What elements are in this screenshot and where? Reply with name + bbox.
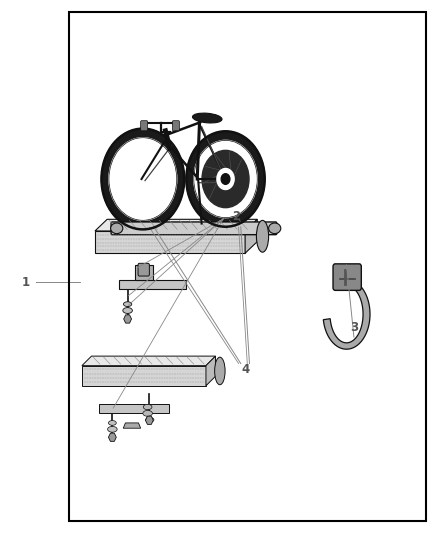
Polygon shape	[123, 423, 141, 428]
Polygon shape	[82, 366, 206, 386]
Polygon shape	[245, 219, 257, 253]
Polygon shape	[95, 231, 245, 253]
Ellipse shape	[111, 223, 123, 233]
Polygon shape	[323, 279, 370, 349]
Ellipse shape	[256, 220, 268, 252]
Circle shape	[217, 168, 234, 190]
Circle shape	[109, 138, 177, 220]
Circle shape	[202, 150, 249, 208]
FancyBboxPatch shape	[333, 264, 361, 290]
Bar	[119, 280, 186, 289]
Text: 4: 4	[241, 364, 249, 376]
Text: 1: 1	[21, 276, 29, 289]
Polygon shape	[95, 219, 257, 231]
Circle shape	[102, 128, 184, 229]
Ellipse shape	[108, 426, 117, 432]
FancyBboxPatch shape	[141, 120, 148, 131]
Ellipse shape	[146, 417, 154, 422]
Circle shape	[221, 174, 230, 184]
Bar	[135, 265, 153, 280]
Ellipse shape	[143, 410, 152, 416]
Text: 2: 2	[232, 209, 240, 223]
FancyBboxPatch shape	[111, 222, 277, 235]
Polygon shape	[109, 433, 116, 441]
Ellipse shape	[215, 357, 225, 385]
Ellipse shape	[109, 421, 116, 425]
Ellipse shape	[268, 223, 281, 233]
Polygon shape	[145, 416, 153, 424]
Polygon shape	[124, 315, 131, 323]
Polygon shape	[82, 356, 215, 366]
Ellipse shape	[192, 113, 222, 123]
Bar	[69, 12, 426, 521]
Circle shape	[194, 140, 257, 217]
Text: 3: 3	[350, 321, 358, 334]
Polygon shape	[206, 356, 215, 386]
Ellipse shape	[123, 308, 132, 313]
Bar	[99, 404, 169, 414]
FancyBboxPatch shape	[138, 263, 149, 276]
FancyBboxPatch shape	[173, 120, 180, 131]
Ellipse shape	[124, 302, 132, 306]
Circle shape	[186, 131, 265, 227]
Ellipse shape	[143, 405, 152, 410]
